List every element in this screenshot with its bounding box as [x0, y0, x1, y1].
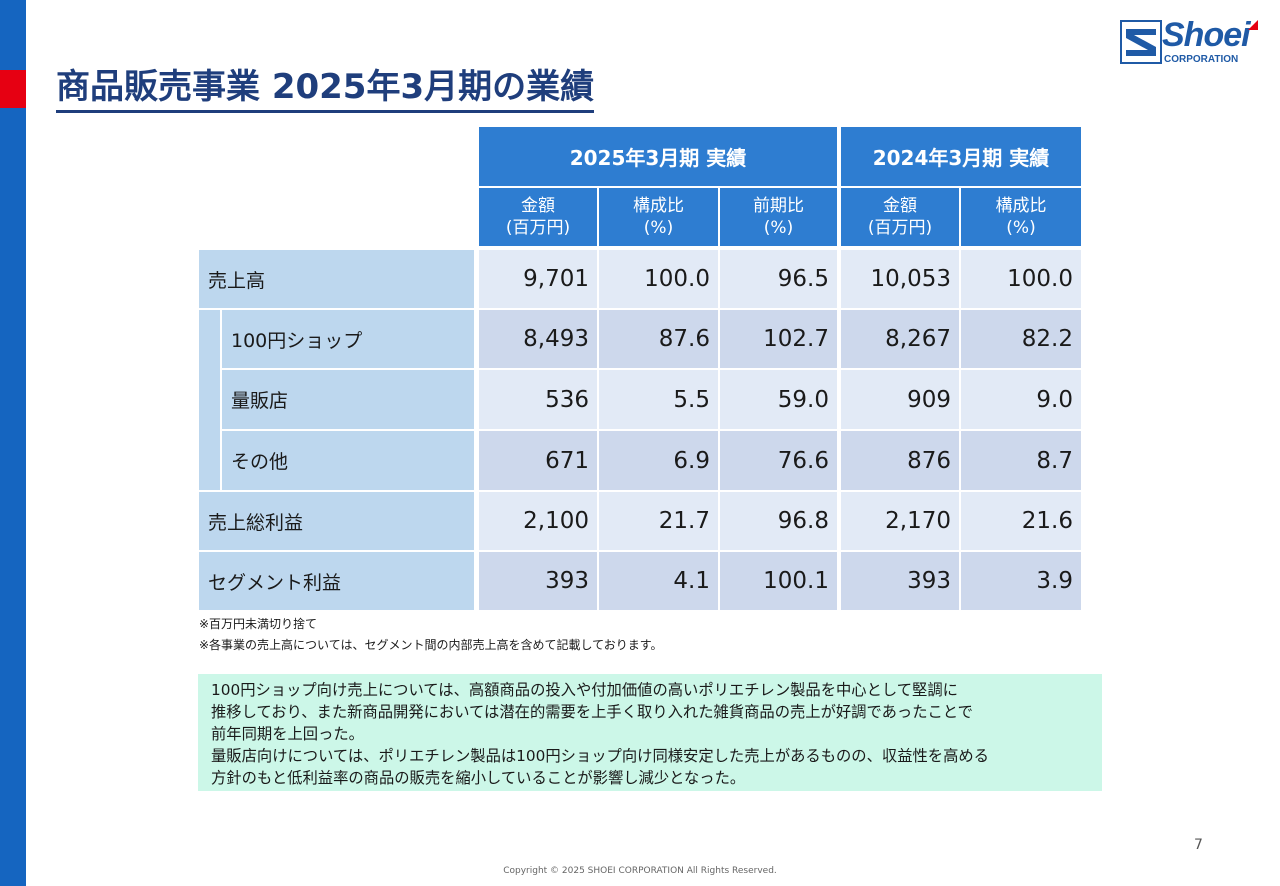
table-cell: 4.1 — [599, 552, 718, 610]
logo-wordmark: Shoei — [1162, 16, 1251, 54]
table-cell: 87.6 — [599, 310, 718, 368]
logo-subtitle: CORPORATION — [1164, 54, 1239, 65]
table-cell: 671 — [479, 431, 597, 490]
table-cell: 5.5 — [599, 370, 718, 429]
row-label-net-sales: 売上高 — [199, 250, 474, 308]
row-label-other: その他 — [222, 431, 474, 490]
table-cell: 96.8 — [720, 492, 837, 550]
header-group-2024: 2024年3月期 実績 — [841, 127, 1081, 186]
commentary-line: 100円ショップ向け売上については、高額商品の投入や付加価値の高いポリエチレン製… — [211, 681, 958, 699]
copyright: Copyright © 2025 SHOEI CORPORATION All R… — [503, 866, 777, 876]
col-header-line2: (%) — [1006, 218, 1036, 238]
table-cell: 21.7 — [599, 492, 718, 550]
row-indent-bar — [199, 310, 220, 490]
table-cell: 8,493 — [479, 310, 597, 368]
col-header-amount-2024: 金額 (百万円) — [841, 188, 959, 246]
commentary-line: 方針のもと低利益率の商品の販売を縮小していることが影響し減少となった。 — [211, 769, 746, 787]
table-cell: 100.1 — [720, 552, 837, 610]
commentary-line: 推移しており、また新商品開発においては潜在的需要を上手く取り入れた雑貨商品の売上… — [211, 703, 973, 721]
table-cell: 9.0 — [961, 370, 1081, 429]
table-cell: 21.6 — [961, 492, 1081, 550]
table-cell: 100.0 — [961, 250, 1081, 308]
logo-red-accent-icon — [1248, 20, 1258, 30]
table-cell: 59.0 — [720, 370, 837, 429]
table-cell: 8.7 — [961, 431, 1081, 490]
page-number: 7 — [1194, 837, 1203, 853]
table-cell: 8,267 — [841, 310, 959, 368]
col-header-line1: 構成比 — [995, 196, 1047, 216]
side-accent-bar — [0, 0, 26, 886]
col-header-yoy-2025: 前期比 (%) — [720, 188, 837, 246]
table-cell: 9,701 — [479, 250, 597, 308]
company-logo: Shoei CORPORATION — [1120, 16, 1260, 66]
table-cell: 82.2 — [961, 310, 1081, 368]
col-header-ratio-2024: 構成比 (%) — [961, 188, 1081, 246]
page-title: 商品販売事業 2025年3月期の業績 — [56, 64, 595, 113]
table-cell: 96.5 — [720, 250, 837, 308]
commentary-box: 100円ショップ向け売上については、高額商品の投入や付加価値の高いポリエチレン製… — [198, 674, 1102, 791]
row-label-segment-profit: セグメント利益 — [199, 552, 474, 610]
table-cell: 10,053 — [841, 250, 959, 308]
shoei-logo-mark-icon — [1120, 20, 1162, 64]
table-cell: 100.0 — [599, 250, 718, 308]
table-cell: 3.9 — [961, 552, 1081, 610]
table-cell: 2,100 — [479, 492, 597, 550]
note-rounding: ※百万円未満切り捨て — [199, 617, 318, 631]
row-label-100yen-shop: 100円ショップ — [222, 310, 474, 368]
table-cell: 909 — [841, 370, 959, 429]
col-header-line2: (百万円) — [867, 218, 933, 238]
col-header-amount-2025: 金額 (百万円) — [479, 188, 597, 246]
table-cell: 393 — [479, 552, 597, 610]
col-header-line1: 金額 — [883, 196, 917, 216]
table-cell: 2,170 — [841, 492, 959, 550]
table-cell: 76.6 — [720, 431, 837, 490]
col-header-ratio-2025: 構成比 (%) — [599, 188, 718, 246]
row-label-mass-retailer: 量販店 — [222, 370, 474, 429]
table-cell: 393 — [841, 552, 959, 610]
col-header-line1: 金額 — [521, 196, 555, 216]
row-label-gross-profit: 売上総利益 — [199, 492, 474, 550]
col-header-line2: (百万円) — [505, 218, 571, 238]
col-header-line2: (%) — [643, 218, 674, 238]
col-header-line2: (%) — [763, 218, 794, 238]
side-red-marker — [0, 70, 26, 108]
note-intersegment: ※各事業の売上高については、セグメント間の内部売上高を含めて記載しております。 — [199, 638, 663, 652]
commentary-line: 前年同期を上回った。 — [211, 725, 364, 743]
header-group-2025: 2025年3月期 実績 — [479, 127, 837, 186]
col-header-line1: 構成比 — [633, 196, 684, 216]
col-header-line1: 前期比 — [753, 196, 804, 216]
table-cell: 876 — [841, 431, 959, 490]
table-cell: 6.9 — [599, 431, 718, 490]
table-cell: 102.7 — [720, 310, 837, 368]
commentary-line: 量販店向けについては、ポリエチレン製品は100円ショップ向け同様安定した売上があ… — [211, 747, 989, 765]
table-cell: 536 — [479, 370, 597, 429]
